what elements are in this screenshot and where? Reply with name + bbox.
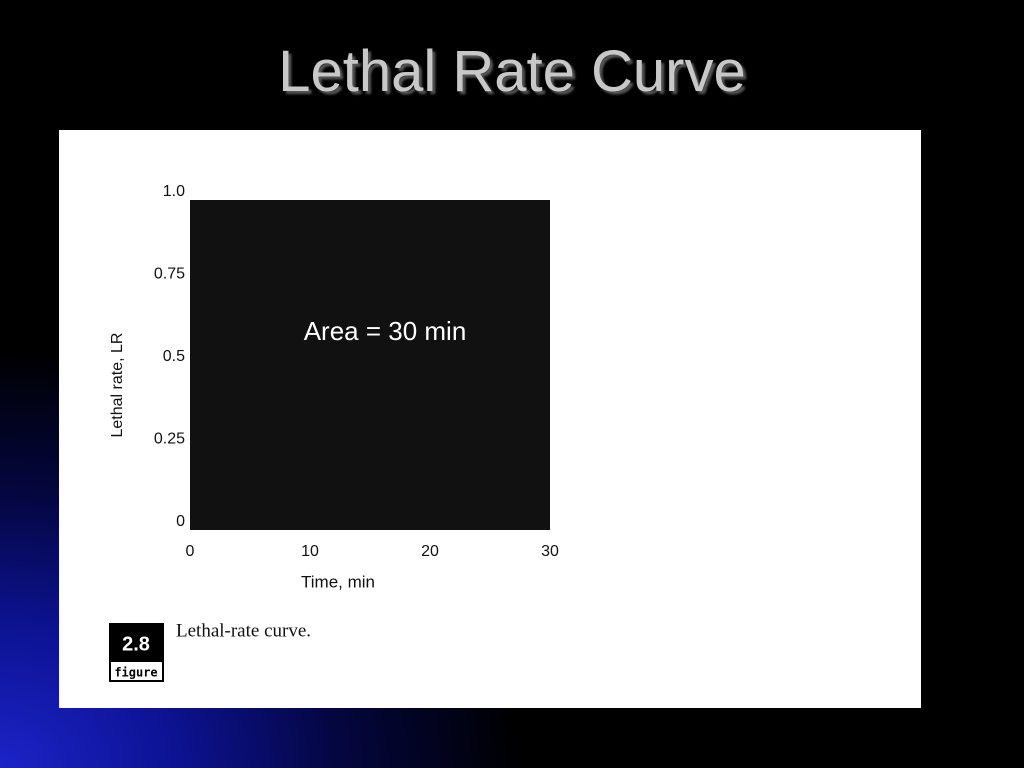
y-tick-label: 0.25	[154, 431, 185, 448]
y-tick-label: 1.0	[163, 183, 185, 200]
y-tick-label: 0	[176, 513, 185, 530]
y-axis-label: Lethal rate, LR	[109, 333, 126, 438]
y-tick-label: 0.5	[163, 348, 185, 365]
annotation: Area = 30 min	[304, 316, 467, 346]
area	[190, 200, 550, 530]
y-tick-label: 0.75	[154, 266, 185, 283]
figure-label: figure	[114, 666, 157, 680]
figure-caption: Lethal-rate curve.	[176, 620, 311, 641]
x-tick-label: 30	[541, 543, 559, 560]
figure-number: 2.8	[122, 633, 150, 655]
x-tick-label: 0	[186, 543, 195, 560]
slide-title: Lethal Rate Curve	[278, 39, 746, 104]
x-tick-label: 10	[301, 543, 319, 560]
x-axis-label: Time, min	[301, 572, 375, 591]
figure-badge-fill	[111, 625, 162, 662]
x-tick-label: 20	[421, 543, 439, 560]
